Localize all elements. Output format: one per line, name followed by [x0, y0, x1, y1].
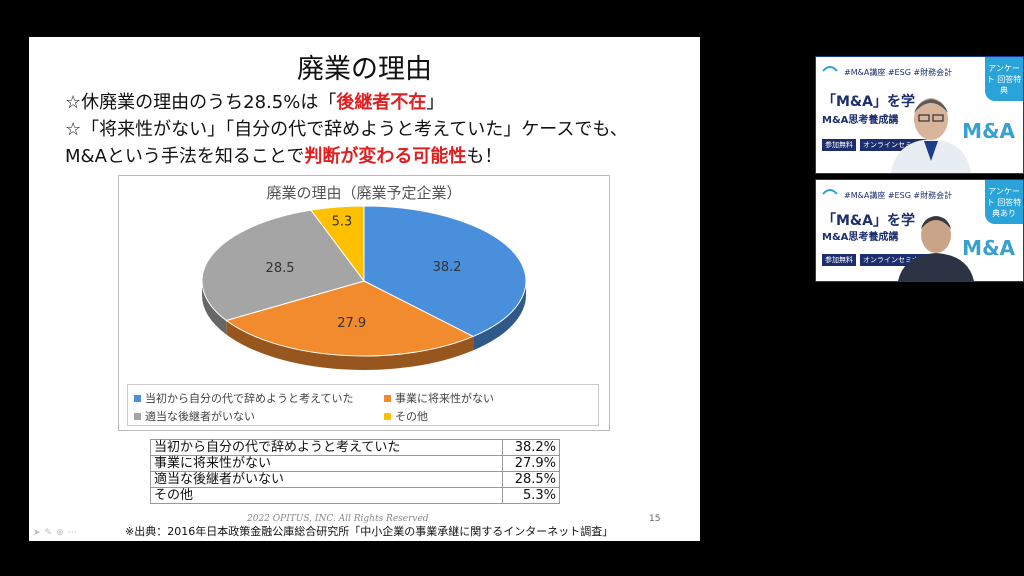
copyright-text: 2022 OPITUS, INC. All Rights Reserved	[247, 514, 429, 524]
brand-text: M&A	[962, 236, 1015, 260]
bullet-3: M&Aという手法を知ることで判断が変わる可能性も！	[65, 143, 628, 170]
page-number: 15	[649, 514, 661, 524]
table-cell-value: 5.3%	[502, 487, 560, 504]
pie-data-label: 38.2	[433, 260, 462, 275]
pie-slice-side	[202, 281, 227, 335]
video-headline: 「M&A」を学	[822, 94, 915, 110]
pie-slice-side	[473, 281, 526, 351]
legend-item: 当初から自分の代で辞めようと考えていた	[134, 390, 353, 406]
legend-swatch	[134, 394, 141, 402]
video-subheadline: M&A思考養成講	[822, 232, 899, 243]
legend-item: 適当な後継者がいない	[134, 408, 255, 424]
video-tile-participant[interactable]: #M&A講座 #ESG #財務会計 アンケート 回答特典あり 「M&A」を学 M…	[815, 179, 1024, 282]
bullet-1-highlight: 後継者不在	[336, 92, 427, 113]
brand-text: M&A	[962, 119, 1015, 143]
pie-slice	[310, 205, 365, 283]
video-tile-presenter[interactable]: #M&A講座 #ESG #財務会計 アンケート 回答特典 「M&A」を学 M&A…	[815, 56, 1024, 174]
table-cell-label: その他	[150, 487, 503, 504]
chart-legend: 当初から自分の代で辞めようと考えていた 事業に将来性がない適当な後継者がいない その…	[127, 384, 599, 426]
table-cell-label: 適当な後継者がいない	[150, 471, 503, 488]
survey-badge: アンケート 回答特典あり	[985, 180, 1023, 224]
video-subheadline: M&A思考養成講	[822, 115, 899, 126]
table-row: 当初から自分の代で辞めようと考えていた 38.2%	[150, 439, 560, 456]
table-cell-value: 27.9%	[502, 455, 560, 472]
presenter-avatar	[891, 98, 971, 173]
table-row: 適当な後継者がいない 28.5%	[150, 471, 560, 488]
source-citation: ※出典：2016年日本政策金融公庫総合研究所「中小企業の事業承継に関するインター…	[125, 525, 614, 538]
slide-toolbar[interactable]: ➤ ✎ ⊕ ⋯	[33, 528, 77, 538]
more-icon[interactable]: ⋯	[67, 528, 77, 538]
zoom-icon[interactable]: ⊕	[56, 528, 64, 538]
slide-title: 廃業の理由	[297, 54, 432, 85]
data-table: 当初から自分の代で辞めようと考えていた 38.2% 事業に将来性がない 27.9% 適当…	[150, 439, 560, 504]
table-cell-label: 当初から自分の代で辞めようと考えていた	[150, 439, 503, 456]
bullet-1: ☆休廃業の理由のうち28.5%は「後継者不在」	[65, 89, 628, 116]
pie-slice	[363, 205, 527, 337]
bullet-2: ☆「将来性がない」「自分の代で辞めようと考えていた」ケースでも、	[65, 119, 628, 140]
table-row: その他 5.3%	[150, 487, 560, 504]
video-tags: #M&A講座 #ESG #財務会計	[844, 68, 953, 77]
pie-slice	[201, 209, 365, 322]
legend-item: 事業に将来性がない	[384, 390, 494, 406]
participant-avatar	[898, 216, 974, 281]
pie-chart-svg: 38.2 27.9 28.5 5.3	[201, 205, 527, 370]
table-cell-label: 事業に将来性がない	[150, 455, 503, 472]
presentation-slide: 廃業の理由 ☆休廃業の理由のうち28.5%は「後継者不在」 ☆「将来性がない」「…	[29, 37, 700, 541]
legend-swatch	[384, 412, 391, 420]
brand-logo-icon	[822, 189, 838, 195]
pen-icon[interactable]: ✎	[44, 528, 53, 538]
pie-slice-side	[226, 320, 474, 370]
pie-slice	[225, 280, 475, 357]
pie-data-label: 28.5	[266, 261, 295, 276]
bullet-3-prefix: M&Aという手法を知ることで	[65, 146, 305, 167]
brand-logo-icon	[822, 66, 838, 72]
pointer-icon[interactable]: ➤	[33, 528, 41, 538]
bullet-3-suffix: も！	[466, 146, 503, 167]
table-cell-value: 28.5%	[502, 471, 560, 488]
legend-swatch	[134, 412, 141, 420]
survey-badge: アンケート 回答特典	[985, 57, 1023, 101]
legend-label: 事業に将来性がない	[395, 392, 494, 405]
pie-data-label: 27.9	[337, 316, 366, 331]
legend-label: 適当な後継者がいない	[145, 410, 255, 423]
bullet-3-highlight: 判断が変わる可能性	[304, 146, 467, 167]
slide-bullets: ☆休廃業の理由のうち28.5%は「後継者不在」 ☆「将来性がない」「自分の代で辞…	[65, 89, 628, 170]
legend-label: 当初から自分の代で辞めようと考えていた	[145, 392, 354, 405]
legend-swatch	[384, 394, 391, 402]
legend-label: その他	[395, 410, 428, 423]
table-cell-value: 38.2%	[502, 439, 560, 456]
legend-item: その他	[384, 408, 428, 424]
chart-title: 廃業の理由（廃業予定企業）	[266, 184, 462, 202]
pie-chart: 廃業の理由（廃業予定企業） 38.2 27.9 28.5 5.3 当初から自分の代で辞…	[118, 175, 610, 431]
video-tags: #M&A講座 #ESG #財務会計	[844, 191, 953, 200]
free-tag: 参加無料	[822, 254, 856, 266]
bullet-1-suffix: 」	[426, 92, 445, 113]
table-row: 事業に将来性がない 27.9%	[150, 455, 560, 472]
free-tag: 参加無料	[822, 139, 856, 151]
pie-data-label: 5.3	[332, 214, 353, 229]
video-headline: 「M&A」を学	[822, 213, 915, 229]
bullet-1-prefix: ☆休廃業の理由のうち28.5%は「	[65, 92, 337, 113]
